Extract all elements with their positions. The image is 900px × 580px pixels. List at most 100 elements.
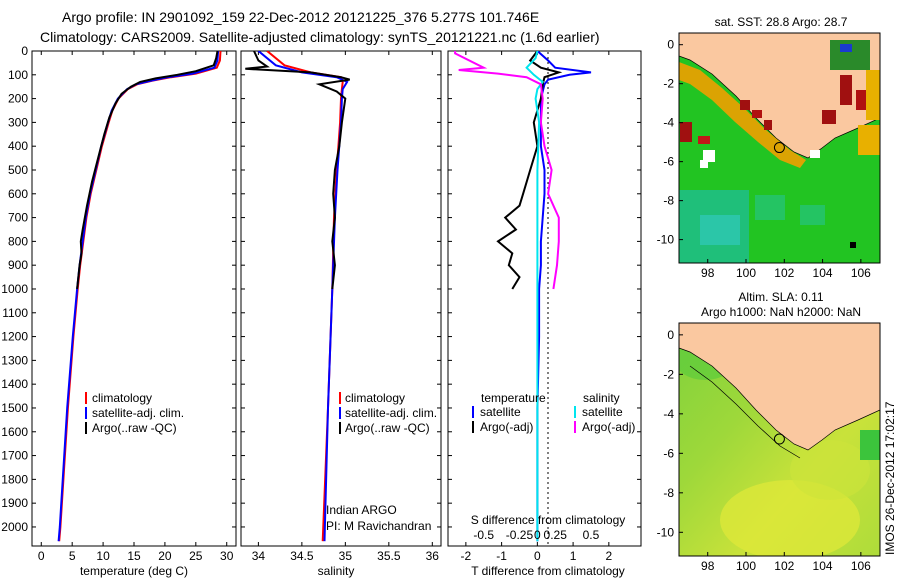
legend-label-climatology: climatology (345, 391, 405, 405)
salinity-x-axis: 34 34.5 35 35.5 36 (241, 50, 441, 563)
temperature-plot-frame (31, 50, 237, 547)
sst-warm-band (679, 62, 806, 168)
sst-hot-pixel (680, 122, 692, 142)
difference-panel: -2 -1 0 1 2 T difference from climatology S … (447, 50, 642, 578)
map-lat-label: -10 (657, 525, 675, 539)
map-lon-label: 100 (736, 266, 756, 280)
sla-map-frame (678, 322, 881, 557)
difference-x-axis: -2 -1 0 1 2 (448, 50, 641, 563)
depth-tick-label: 1400 (1, 377, 28, 391)
land-sumatra (679, 323, 880, 451)
depth-tick-label: 1900 (1, 496, 28, 510)
map-lon-label: 102 (774, 266, 794, 280)
legend-label-s-satellite: satellite (582, 405, 623, 419)
depth-tick-label: 1700 (1, 449, 28, 463)
depth-tick-label: 400 (8, 139, 28, 153)
depth-tick-label: 100 (8, 68, 28, 82)
sst-hot-pixel (698, 136, 710, 144)
sst-cloud-gap (700, 160, 708, 168)
map-lon-label: 100 (736, 559, 756, 573)
x-tick-label: 1 (570, 549, 577, 563)
sla-map-title-1: Altim. SLA: 0.11 (738, 290, 823, 304)
depth-tick-label: 700 (8, 211, 28, 225)
x-tick-label: 10 (96, 549, 110, 563)
legend-label-satellite-adj: satellite-adj. clim. (92, 406, 184, 420)
map-lat-label: 0 (667, 328, 674, 342)
s-difference-tick-label: 0 (534, 528, 541, 542)
sst-cloud-gap (810, 150, 820, 158)
map-lat-label: -8 (663, 486, 674, 500)
x-tick-label: 34.5 (290, 549, 314, 563)
legend-label-argo: Argo(..raw -QC) (92, 421, 177, 435)
salinity-legend: climatology satellite-adj. clim. Argo(..… (339, 391, 437, 435)
map-lon-label: 104 (813, 559, 833, 573)
series-line-t-satellite (536, 51, 592, 542)
legend-label-t-argo: Argo(-adj) (480, 420, 533, 434)
map-lon-label: 98 (701, 266, 715, 280)
x-tick-label: 0 (38, 549, 45, 563)
depth-tick-label: 1500 (1, 401, 28, 415)
sst-hot-pixel (856, 90, 866, 110)
sst-cool-patch (755, 195, 785, 220)
s-difference-tick-label: -0.25 (506, 528, 534, 542)
sst-warm-pixel (866, 70, 880, 120)
annotation-program: Indian ARGO (326, 503, 397, 517)
depth-tick-label: 1100 (2, 306, 28, 320)
temperature-x-axis: 0 5 10 15 20 25 30 (38, 51, 234, 563)
depth-tick-label: 800 (8, 234, 28, 248)
sst-hot-pixel (822, 110, 836, 124)
sla-map-axes: 98 100 102 104 106 0 -2 -4 -6 -8 -10 (657, 328, 872, 573)
s-difference-label: S difference from climatology (471, 513, 626, 527)
depth-axis: 0 100 200 300 400 500 600 700 800 900 1000 1100 1200… (1, 44, 236, 534)
series-line-argo-raw-qc- (245, 51, 350, 290)
map-lat-label: -6 (663, 446, 674, 460)
legend-heading-salinity: salinity (583, 391, 620, 405)
sst-island (850, 242, 856, 248)
series-line-argo-raw-qc- (76, 51, 219, 290)
sst-cool-patch (800, 205, 825, 225)
sst-map-title: sat. SST: 28.8 Argo: 28.7 (715, 15, 848, 29)
x-tick-label: 35.5 (377, 549, 401, 563)
depth-tick-label: 0 (21, 44, 28, 58)
x-tick-label: 20 (158, 549, 172, 563)
depth-tick-label: 600 (8, 187, 28, 201)
series-line-s-satellite (525, 51, 545, 542)
map-lat-label: -4 (663, 116, 674, 130)
x-tick-label: -1 (496, 549, 507, 563)
sst-hot-pixel (752, 110, 762, 118)
map-lon-label: 102 (774, 559, 794, 573)
sst-map-panel: sat. SST: 28.8 Argo: 28.7 (657, 15, 881, 280)
sst-hot-pixel (840, 75, 852, 105)
x-tick-label: 5 (69, 549, 76, 563)
depth-tick-label: 300 (8, 115, 28, 129)
sst-cloud-gap (703, 150, 715, 162)
depth-tick-label: 200 (8, 92, 28, 106)
sst-map-field (679, 33, 880, 263)
x-tick-label: 2 (605, 549, 612, 563)
header-line-2: Climatology: CARS2009. Satellite-adjuste… (40, 29, 600, 45)
salinity-series (245, 51, 350, 542)
legend-label-s-argo: Argo(-adj) (582, 420, 635, 434)
sla-map-title-2: Argo h1000: NaN h2000: NaN (701, 305, 861, 319)
legend-label-climatology: climatology (92, 391, 152, 405)
temperature-series (57, 51, 222, 542)
map-lat-label: 0 (667, 38, 674, 52)
map-lon-label: 106 (851, 559, 871, 573)
s-difference-ticks: -0.5 -0.25 0 0.25 0.5 (473, 528, 599, 542)
sst-map-frame (678, 32, 881, 264)
s-difference-tick-label: -0.5 (473, 528, 494, 542)
sst-warm-pixel (858, 125, 880, 155)
depth-tick-label: 500 (8, 163, 28, 177)
depth-tick-label: 900 (8, 258, 28, 272)
map-lat-label: -2 (663, 77, 674, 91)
bathymetry-contour (689, 365, 801, 459)
salinity-x-label: salinity (318, 564, 355, 578)
sla-map-field (679, 323, 880, 556)
x-tick-label: 15 (127, 549, 141, 563)
t-difference-x-label: T difference from climatology (471, 564, 625, 578)
x-tick-label: 30 (220, 549, 234, 563)
sst-map-axes: 98 100 102 104 106 0 -2 -4 -6 -8 -10 (657, 38, 872, 280)
annotation-pi: PI: M Ravichandran (326, 519, 431, 533)
sst-strait-pixel (840, 44, 852, 52)
